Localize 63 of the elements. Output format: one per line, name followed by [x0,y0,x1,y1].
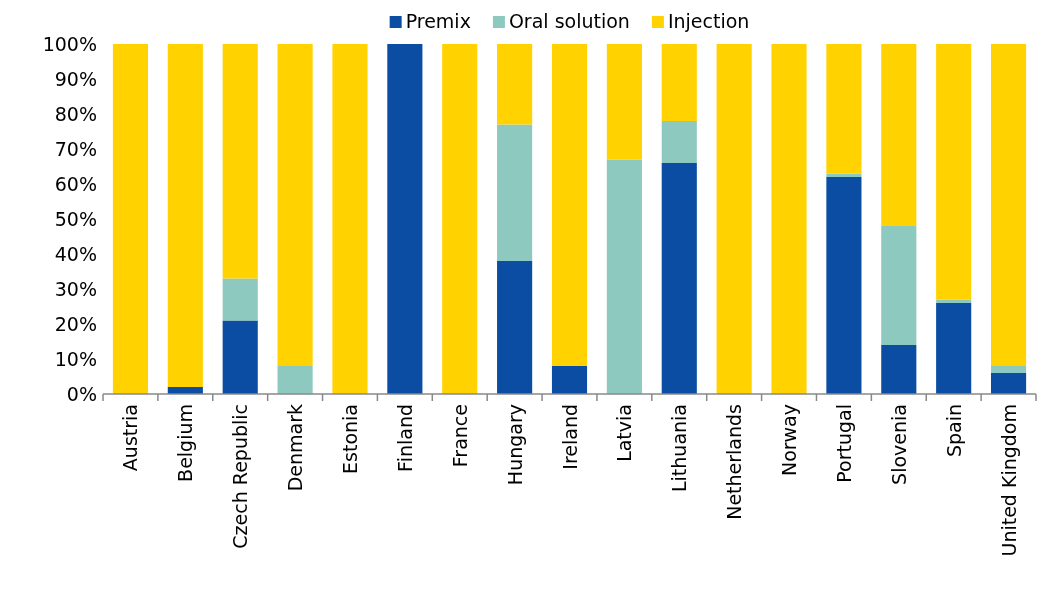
x-tick-label: United Kingdom [997,404,1020,557]
legend-label: Oral solution [508,10,630,32]
y-tick-label: 60% [54,172,97,195]
y-tick-label: 70% [54,137,97,160]
bar [991,44,1027,366]
bar [551,366,588,394]
bar [277,366,313,394]
x-tick-label: Slovenia [887,404,910,485]
bar [826,177,862,394]
bar [936,303,972,394]
y-tick-label: 20% [54,312,97,335]
bar [112,44,148,394]
bar [332,44,368,394]
x-tick-label: Netherlands [723,404,746,520]
bar [716,44,752,394]
bar [551,44,588,366]
bar [826,44,862,174]
x-tick-label: Austria [119,404,142,472]
bar [606,44,642,160]
bar [167,44,203,387]
bar [991,366,1027,373]
x-tick-label: Hungary [503,404,526,486]
y-tick-label: 50% [54,207,97,230]
x-tick-label: Denmark [284,404,307,492]
x-tick-label: Spain [942,404,965,458]
bar [497,124,533,261]
bar [661,163,697,394]
legend-label: Injection [667,10,750,32]
bar [497,261,533,394]
y-tick-label: 100% [42,32,97,55]
y-tick-label: 30% [54,277,97,300]
y-tick-label: 0% [66,382,97,405]
bar [222,278,258,321]
bar [222,44,258,279]
bar [661,44,697,121]
y-tick-label: 10% [54,347,97,370]
bar [661,121,697,163]
y-tick-label: 80% [54,102,97,125]
x-tick-label: Latvia [613,404,636,462]
bar [771,44,807,394]
legend-label: Premix [405,10,471,32]
x-tick-label: Portugal [832,404,855,483]
x-tick-label: Finland [393,404,416,472]
x-tick-label: Ireland [558,404,581,470]
bar [442,44,478,394]
y-tick-label: 40% [54,242,97,265]
bar [387,44,423,394]
y-tick-label: 90% [54,67,97,90]
x-tick-label: Estonia [338,404,361,474]
bar [497,44,533,125]
bar [222,320,258,394]
x-tick-label: Norway [778,404,801,477]
x-tick-label: Lithuania [668,404,691,493]
bar [881,44,917,226]
bar [991,373,1027,394]
x-tick-label: France [448,404,471,468]
bar [881,345,917,394]
bar [881,226,917,345]
x-tick-label: Czech Republic [229,404,252,549]
x-tick-label: Belgium [174,404,197,482]
bar [936,44,972,300]
bar [277,44,313,366]
bar [606,159,642,394]
